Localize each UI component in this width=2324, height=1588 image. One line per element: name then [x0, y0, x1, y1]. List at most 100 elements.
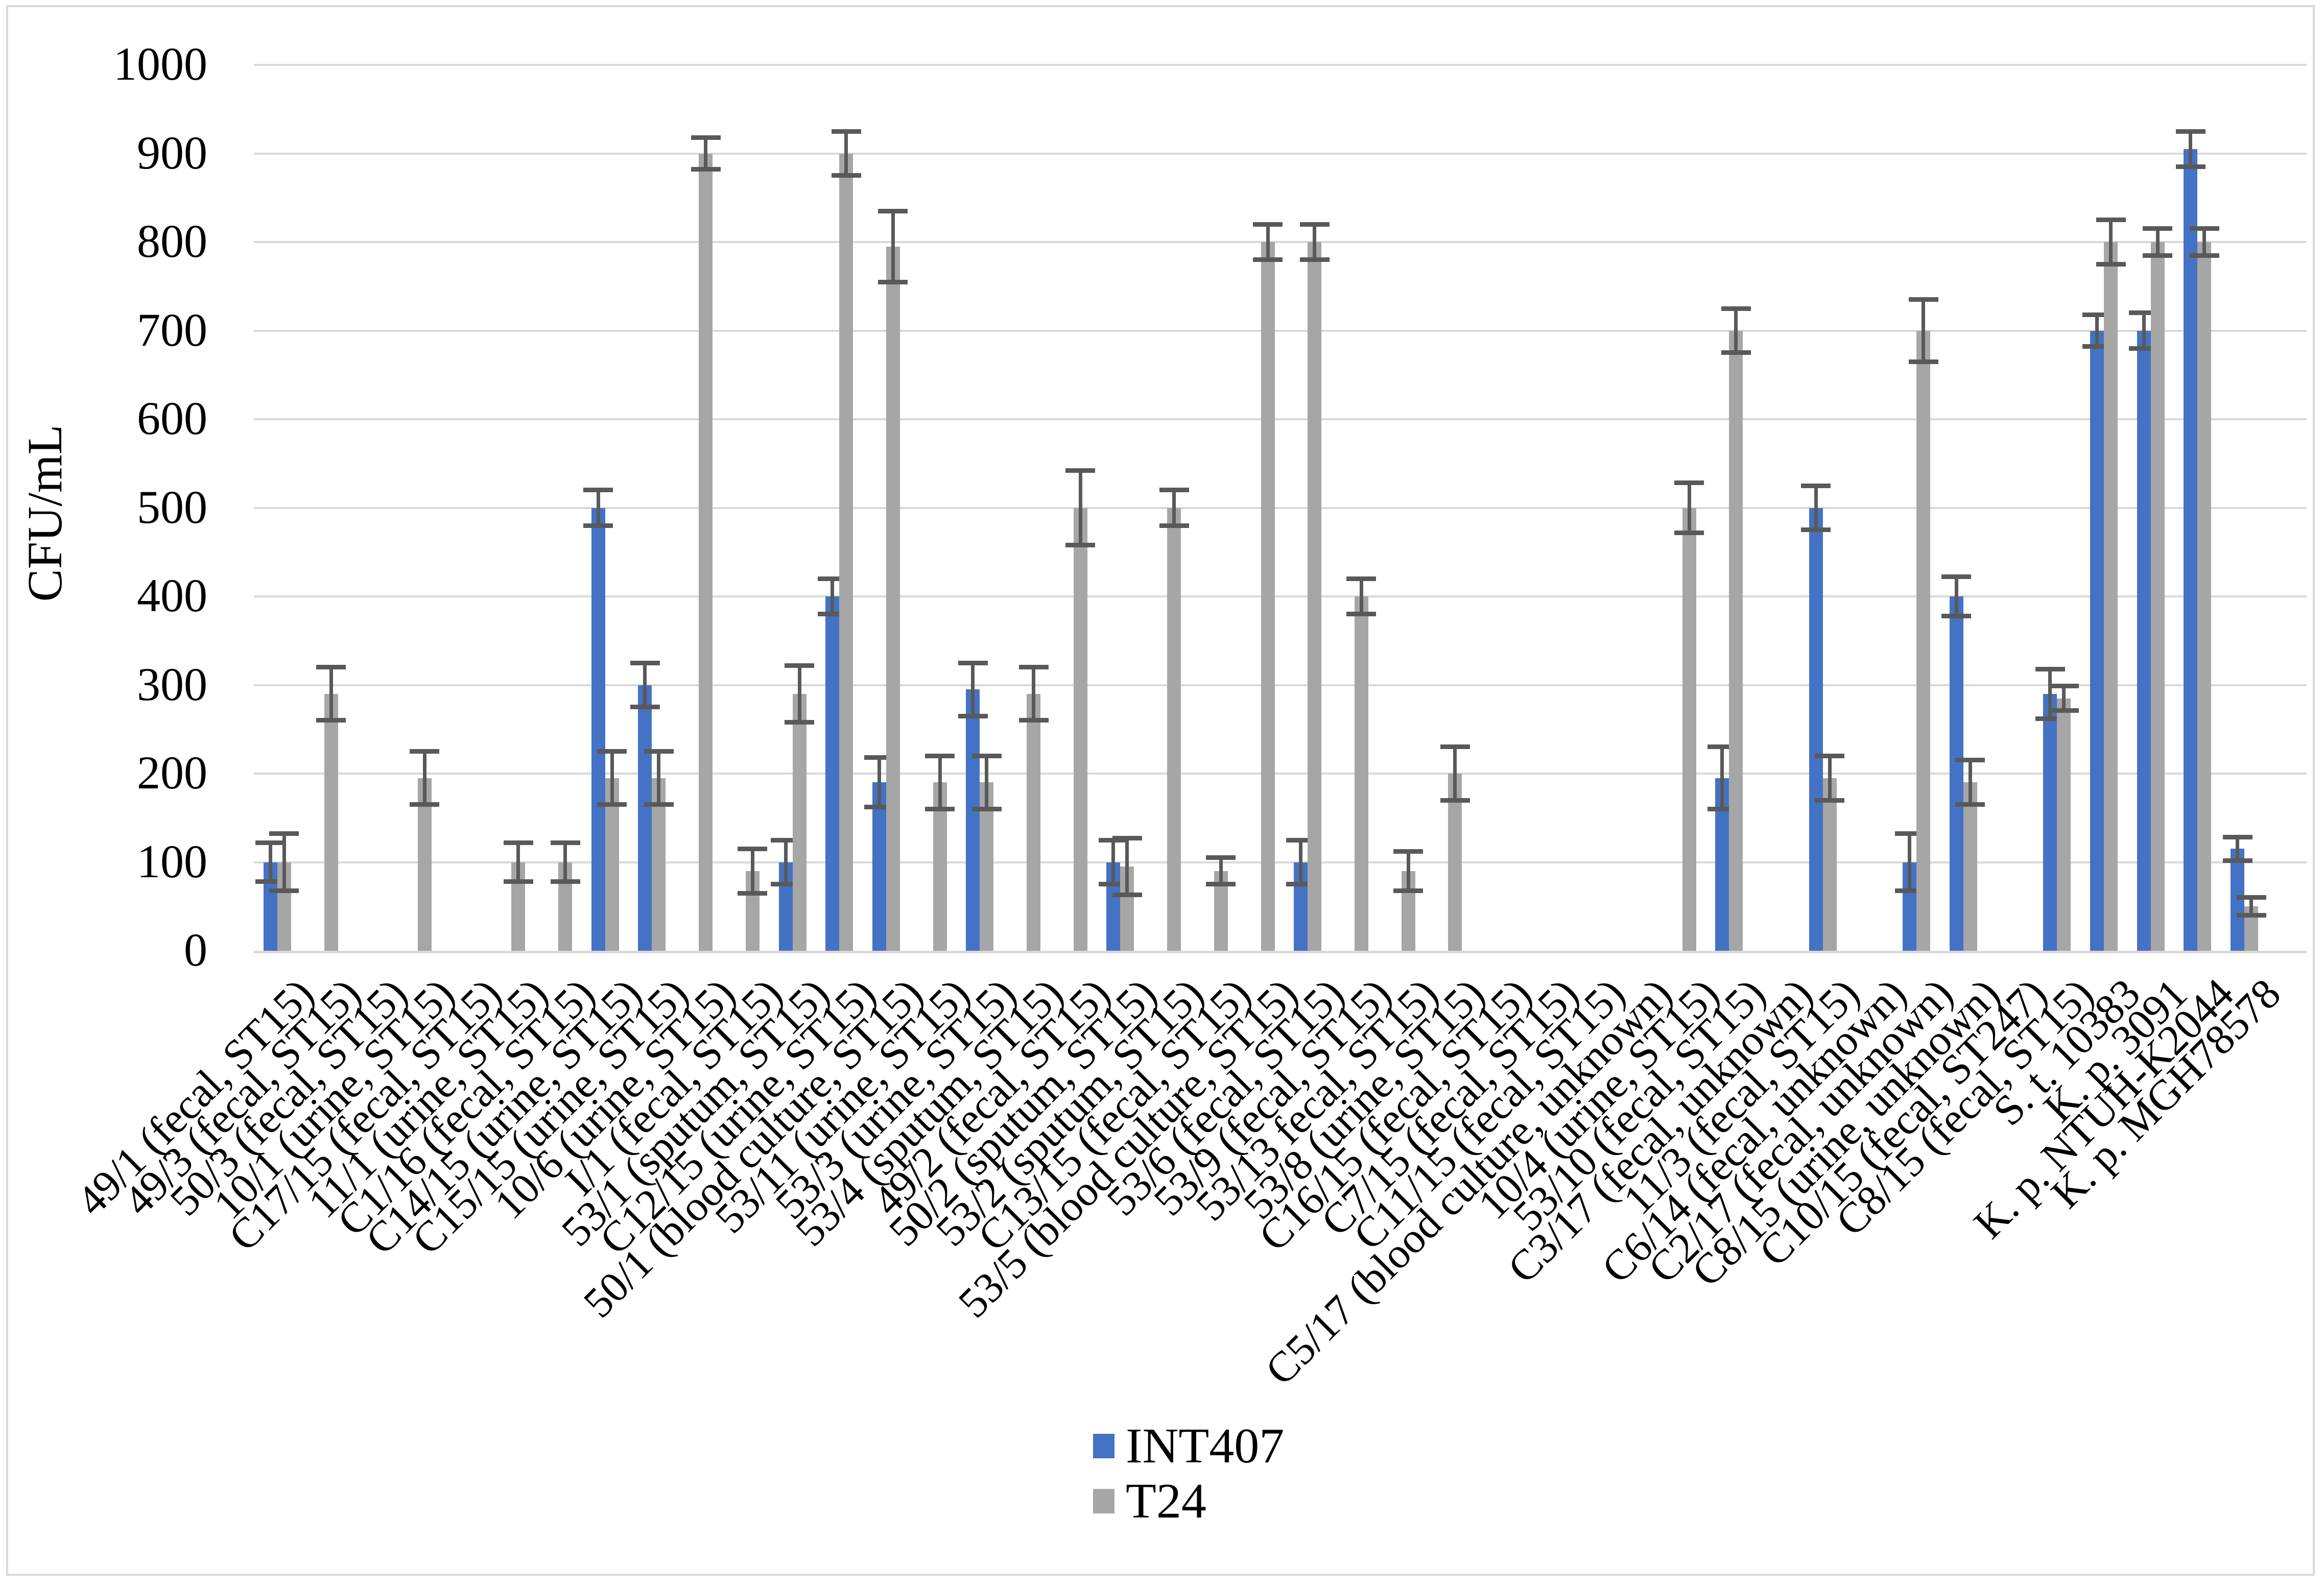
bar-T24-53/10 (fecal, ST15)	[1729, 330, 1743, 951]
gridline-700	[254, 329, 2307, 332]
bar-T24-53/5 (blood culture, ST15)	[1261, 242, 1275, 951]
error-bar-INT407-C14/15 (urine, ST15)	[596, 490, 600, 526]
gridline-1000	[254, 64, 2307, 66]
error-cap-top-INT407-53/3 (urine, ST15)	[958, 660, 988, 665]
error-cap-top-T24-53/4 (sputum, ST15)	[1018, 665, 1049, 670]
y-tick-label-700: 700	[137, 303, 207, 356]
error-cap-top-T24-10/4 (urine, ST15)	[1674, 480, 1704, 486]
error-cap-top-T24-49/1 (fecal, ST15)	[269, 831, 299, 836]
error-bar-T24-50/1 (blood culture, ST15)	[891, 211, 895, 282]
error-bar-T24-53/1 (sputum, ST15)	[797, 665, 801, 723]
error-bar-INT407-50/1 (blood culture, ST15)	[877, 757, 881, 807]
error-bar-T24-S. t. 10383	[2109, 220, 2113, 264]
error-cap-top-T24-10/1 (urine, ST15)	[410, 749, 440, 754]
error-cap-bottom-INT407-C8/15 (urine, unknown)	[1941, 613, 1972, 618]
error-cap-bottom-T24-C1/16 (fecal, ST15)	[550, 879, 580, 884]
gridline-100	[254, 861, 2307, 863]
bar-INT407-K. p. NTUH-K2044	[2184, 149, 2198, 951]
error-bar-T24-C8/15 (fecal, ST15)	[2062, 686, 2066, 711]
error-bar-T24-53/2 (sputum, ST15)	[1172, 490, 1176, 526]
error-cap-top-T24-K. p. 3091	[2143, 226, 2173, 231]
error-cap-bottom-INT407-C14/15 (urine, ST15)	[583, 523, 613, 528]
error-cap-top-T24-C14/15 (urine, ST15)	[597, 749, 627, 754]
error-bar-T24-K. p. MGH78578	[2249, 897, 2254, 916]
error-cap-bottom-T24-K. p. 3091	[2143, 253, 2173, 258]
error-bar-T24-C15/15 (urine, ST15)	[657, 751, 661, 805]
error-bar-T24-53/6 (fecal, ST15)	[1313, 224, 1317, 260]
error-bar-INT407-K. p. MGH78578	[2236, 837, 2240, 861]
bar-T24-49/3 (fecal, ST15)	[324, 693, 338, 951]
bar-T24-K. p. 3091	[2150, 242, 2165, 951]
error-bar-T24-53/13 fecal, ST15)	[1406, 851, 1410, 891]
error-cap-top-INT407-K. p. MGH78578	[2222, 835, 2252, 840]
bar-INT407-C8/15 (urine, unknown)	[1949, 596, 1963, 951]
error-cap-top-T24-53/3 (urine, ST15)	[971, 753, 1002, 758]
error-bar-INT407-53/6 (fecal, ST15)	[1299, 840, 1303, 884]
error-cap-bottom-T24-53/3 (urine, ST15)	[971, 806, 1002, 811]
bar-INT407-53/3 (urine, ST15)	[966, 689, 980, 951]
error-cap-top-T24-53/8 (urine, ST15)	[1440, 744, 1470, 750]
error-bar-T24-49/1 (fecal, ST15)	[282, 833, 286, 891]
error-bar-T24-53/3 (urine, ST15)	[985, 756, 989, 809]
error-bar-INT407-11/3 (fecal, ST15)	[1814, 486, 1818, 530]
error-cap-bottom-T24-49/3 (fecal, ST15)	[316, 718, 346, 723]
error-cap-bottom-INT407-C8/15 (fecal, ST15)	[2035, 716, 2065, 721]
bar-INT407-50/1 (blood culture, ST15)	[872, 782, 886, 951]
error-bar-T24-K. p. 3091	[2155, 228, 2160, 256]
error-cap-bottom-T24-C13/15 (fecal, ST15)	[1206, 882, 1236, 887]
y-tick-label-800: 800	[137, 215, 207, 267]
bar-T24-10/6 (urine, ST15)	[699, 153, 713, 951]
error-cap-bottom-INT407-53/1 (sputum, ST15)	[771, 882, 801, 887]
bar-INT407-S. t. 10383	[2090, 330, 2104, 951]
error-cap-bottom-T24-53/4 (sputum, ST15)	[1018, 718, 1049, 723]
y-tick-label-600: 600	[137, 392, 207, 444]
bar-T24-C8/15 (urine, unknown)	[1963, 782, 1977, 951]
error-bar-INT407-C12/15 (urine, ST15)	[831, 579, 835, 614]
error-bar-INT407-K. p. 3091	[2142, 312, 2146, 349]
error-bar-INT407-49/1 (fecal, ST15)	[268, 843, 272, 882]
error-cap-top-INT407-49/1 (fecal, ST15)	[255, 840, 286, 845]
error-cap-bottom-T24-53/2 (sputum, ST15)	[1159, 523, 1189, 528]
error-cap-bottom-T24-49/2 (fecal, ST15)	[1065, 542, 1096, 547]
bar-T24-11/3 (fecal, ST15)	[1822, 778, 1837, 951]
error-bar-T24-I/1 (fecal, ST15)	[750, 849, 754, 894]
error-bar-T24-53/4 (sputum, ST15)	[1032, 667, 1035, 720]
error-cap-top-T24-C8/15 (urine, unknown)	[1955, 758, 1985, 763]
error-cap-bottom-INT407-S. t. 10383	[2082, 344, 2112, 349]
bar-INT407-C15/15 (urine, ST15)	[638, 685, 652, 951]
gridline-800	[254, 241, 2307, 243]
error-cap-top-T24-50/1 (blood culture, ST15)	[878, 208, 908, 213]
error-cap-top-INT407-53/10 (fecal, ST15)	[1707, 744, 1737, 750]
error-cap-top-INT407-C2/17 (fecal, unknown)	[1894, 831, 1925, 836]
bar-INT407-C8/15 (fecal, ST15)	[2043, 693, 2057, 951]
error-bar-T24-53/11 (urine, ST15)	[938, 756, 942, 809]
error-bar-INT407-C2/17 (fecal, unknown)	[1908, 833, 1912, 891]
error-cap-top-T24-53/10 (fecal, ST15)	[1721, 306, 1751, 311]
error-bar-INT407-S. t. 10383	[2095, 315, 2099, 347]
error-cap-bottom-INT407-50/1 (blood culture, ST15)	[864, 805, 894, 810]
error-cap-top-T24-49/3 (fecal, ST15)	[316, 665, 346, 670]
error-cap-top-INT407-K. p. 3091	[2129, 310, 2159, 316]
y-tick-label-500: 500	[137, 480, 207, 533]
error-cap-bottom-INT407-C12/15 (urine, ST15)	[817, 612, 847, 617]
error-cap-top-T24-C8/15 (fecal, ST15)	[2049, 683, 2079, 688]
error-cap-bottom-INT407-50/2 (sputum, ST15)	[1098, 882, 1128, 887]
bar-INT407-C12/15 (urine, ST15)	[825, 596, 840, 951]
bar-T24-49/2 (fecal, ST15)	[1073, 508, 1087, 951]
bar-T24-53/6 (fecal, ST15)	[1308, 242, 1322, 951]
legend-label-int407: INT407	[1126, 1418, 1285, 1474]
error-cap-bottom-T24-50/2 (sputum, ST15)	[1112, 893, 1142, 898]
error-bar-T24-11/1 (urine, ST15)	[516, 843, 520, 882]
error-cap-top-T24-53/6 (fecal, ST15)	[1299, 222, 1330, 227]
error-cap-bottom-T24-53/10 (fecal, ST15)	[1721, 350, 1751, 355]
bar-T24-53/9 (fecal, ST15)	[1354, 596, 1368, 951]
error-cap-bottom-T24-49/1 (fecal, ST15)	[269, 888, 299, 893]
gridline-400	[254, 595, 2307, 597]
error-bar-T24-C1/16 (fecal, ST15)	[563, 843, 567, 882]
bar-T24-C2/17 (fecal, unknown)	[1916, 330, 1931, 951]
error-cap-bottom-T24-C14/15 (urine, ST15)	[597, 802, 627, 807]
error-bar-T24-49/2 (fecal, ST15)	[1078, 470, 1082, 545]
error-cap-bottom-T24-53/11 (urine, ST15)	[925, 806, 955, 811]
error-cap-bottom-T24-C15/15 (urine, ST15)	[644, 802, 674, 807]
